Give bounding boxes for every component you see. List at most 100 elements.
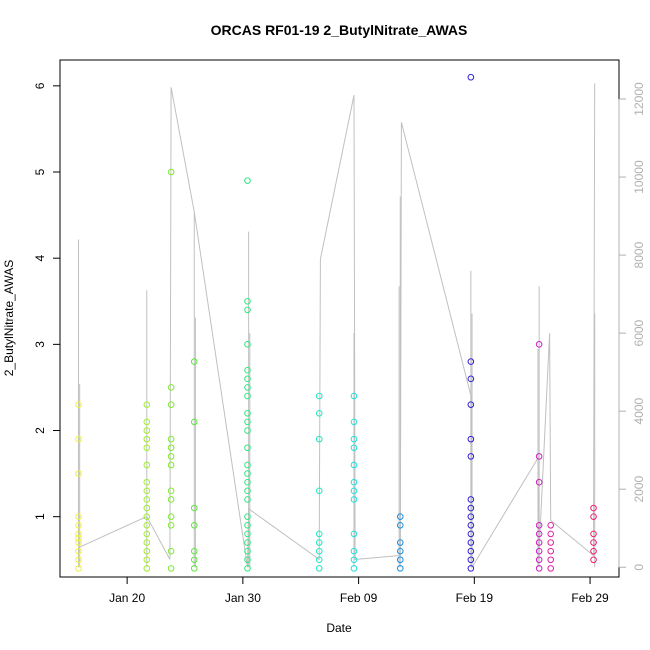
data-point [547, 565, 555, 572]
y2-axis: 0 2000 4000 6000 8000 10000 12000 [618, 82, 646, 571]
data-point [467, 539, 475, 546]
data-point [350, 487, 358, 495]
x-axis-label: Date [326, 621, 352, 635]
data-point [75, 522, 82, 529]
data-point [167, 384, 175, 391]
data-point [244, 418, 251, 426]
data-point [467, 530, 475, 538]
data-point [350, 547, 358, 555]
data-point [467, 358, 475, 365]
data-point [143, 565, 151, 572]
data-point [190, 565, 198, 572]
data-point [244, 487, 251, 495]
data-point [350, 461, 358, 469]
data-point [190, 358, 198, 365]
data-point [467, 401, 475, 408]
data-point [396, 556, 404, 564]
data-point [315, 547, 323, 555]
data-point [167, 547, 175, 555]
data-point [190, 522, 198, 529]
x-tick-label: Feb 09 [340, 591, 378, 605]
data-point [167, 435, 175, 443]
data-point [190, 547, 198, 555]
data-point [75, 530, 82, 538]
data-point [396, 539, 404, 546]
data-point [75, 401, 82, 408]
data-point [590, 547, 597, 555]
data-point [315, 435, 323, 443]
data-point [143, 496, 151, 503]
data-point [143, 547, 151, 555]
data-point [535, 539, 543, 546]
data-point [350, 556, 358, 564]
data-point [467, 73, 475, 81]
data-point [467, 565, 475, 572]
data-point [315, 565, 323, 572]
data-point [350, 392, 358, 400]
data-point [547, 530, 555, 538]
data-point [244, 177, 251, 184]
data-point [535, 547, 543, 555]
data-point [190, 504, 198, 512]
y-tick-label: 3 [33, 341, 47, 348]
data-point [244, 530, 251, 538]
y2-tick-label: 6000 [632, 319, 646, 346]
y-tick-label: 6 [33, 82, 47, 89]
secondary-series-layer [78, 83, 596, 569]
data-point [167, 565, 175, 572]
data-point [244, 444, 251, 452]
data-point [75, 470, 82, 477]
data-point [143, 461, 151, 469]
data-point [535, 530, 543, 538]
data-point [244, 384, 251, 391]
data-point [396, 565, 404, 572]
data-point [143, 444, 151, 452]
data-point [244, 565, 251, 572]
data-point [167, 522, 175, 529]
data-point [315, 392, 323, 400]
data-point [143, 401, 151, 408]
data-point [244, 392, 251, 400]
y2-tick-label: 8000 [632, 241, 646, 268]
y-tick-label: 5 [33, 168, 47, 175]
data-point [590, 539, 597, 546]
data-point [350, 444, 358, 452]
data-point [467, 556, 475, 564]
data-point [190, 418, 198, 426]
data-point [190, 556, 198, 564]
data-point [143, 530, 151, 538]
y2-tick-label: 0 [632, 564, 646, 571]
data-point [535, 478, 543, 486]
data-point [143, 522, 151, 529]
y-tick-label: 1 [33, 513, 47, 520]
y-axis-label: 2_ButylNitrate_AWAS [2, 260, 16, 377]
data-point [244, 461, 251, 469]
data-point [244, 409, 251, 417]
data-point [167, 487, 175, 495]
data-point [535, 522, 543, 529]
data-point [244, 306, 251, 314]
data-point [590, 504, 597, 512]
data-point [590, 530, 597, 538]
data-point [467, 547, 475, 555]
data-point [535, 453, 543, 460]
data-point [547, 522, 555, 529]
data-point [315, 539, 323, 546]
data-point [244, 522, 251, 529]
data-point [75, 435, 82, 443]
x-tick-label: Jan 30 [225, 591, 261, 605]
x-axis: Jan 20 Jan 30 Feb 09 Feb 19 Feb 29 [109, 576, 609, 605]
data-point [143, 487, 151, 495]
data-point [547, 547, 555, 555]
data-point [547, 539, 555, 546]
x-tick-label: Feb 29 [571, 591, 609, 605]
data-point [467, 504, 475, 512]
data-point [244, 539, 251, 546]
data-point [467, 375, 475, 383]
data-point [143, 418, 151, 426]
data-point [244, 375, 251, 383]
data-point [315, 556, 323, 564]
data-point [350, 435, 358, 443]
data-point [467, 513, 475, 520]
